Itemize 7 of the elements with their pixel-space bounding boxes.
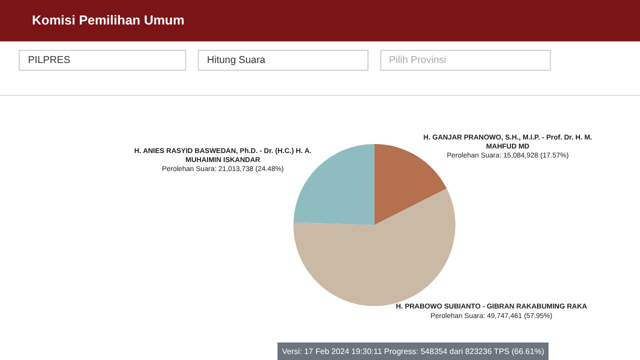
text: Hitung Suara xyxy=(207,55,266,66)
pie-slice xyxy=(293,144,374,225)
pie-slice xyxy=(374,144,447,225)
text: Versi: 17 Feb 2024 19:30:11 Progress: 548354 dari 823236 TPS (66.61%) xyxy=(282,347,544,356)
text: Pilih Provinsi xyxy=(389,55,446,66)
text: PILPRES xyxy=(28,55,71,66)
chart-title: Komisi Pemilihan Umum xyxy=(32,12,184,28)
